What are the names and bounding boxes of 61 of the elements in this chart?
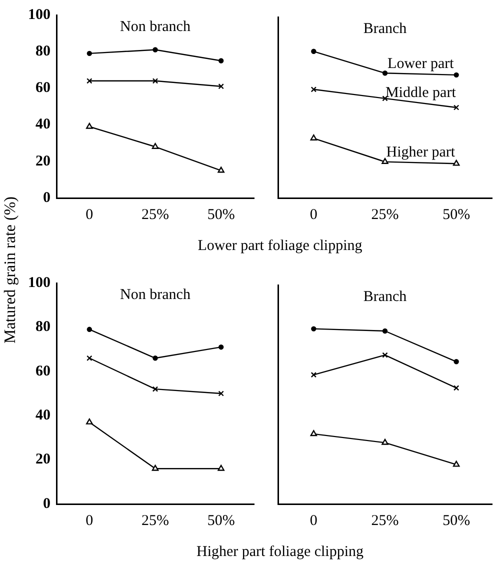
- x-tick-label: 50%: [207, 512, 235, 529]
- y-tick-label: 100: [28, 274, 50, 291]
- x-axis-title: Lower part foliage clipping: [196, 238, 364, 255]
- point: [218, 166, 224, 173]
- point: [86, 50, 92, 56]
- y-tick-label: 20: [36, 153, 50, 170]
- point: [152, 78, 158, 84]
- point: [86, 418, 93, 424]
- x-tick-label: 25%: [142, 512, 169, 529]
- x-tick-label: 0: [310, 512, 318, 529]
- y-tick-label: 0: [43, 190, 50, 206]
- x-axis-title: Higher part foliage clipping: [195, 544, 365, 561]
- chart-title: Branch: [363, 289, 408, 305]
- series-label: Lower part: [388, 56, 455, 72]
- point: [218, 464, 224, 471]
- chart-title: Branch: [363, 21, 408, 37]
- x-tick-label: 25%: [371, 206, 399, 223]
- point: [382, 158, 388, 164]
- point: [452, 460, 460, 467]
- y-tick-label: 40: [36, 116, 50, 133]
- x-tick-label: 25%: [142, 206, 169, 223]
- point: [310, 430, 318, 436]
- x-tick-label: 0: [86, 512, 94, 529]
- chart-title: Non branch: [120, 287, 191, 303]
- point: [452, 160, 460, 166]
- y-tick-label: 20: [36, 452, 50, 468]
- point: [382, 328, 388, 334]
- point: [311, 48, 316, 54]
- point: [152, 47, 158, 52]
- point: [86, 122, 93, 129]
- x-tick-label: 25%: [371, 512, 399, 529]
- series-label: Higher part: [386, 144, 456, 161]
- y-tick-label: 40: [36, 407, 50, 424]
- chart-title: Non branch: [120, 19, 191, 35]
- point: [152, 142, 159, 149]
- x-tick-label: 50%: [207, 206, 235, 223]
- point: [310, 134, 318, 140]
- y-tick-label: 80: [36, 319, 50, 336]
- point: [454, 72, 459, 78]
- point: [152, 464, 159, 471]
- y-tick-label: 0: [43, 496, 50, 512]
- point: [311, 326, 316, 332]
- x-tick-label: 0: [310, 206, 318, 223]
- point: [382, 438, 388, 445]
- point: [152, 386, 158, 392]
- x-tick-label: 0: [86, 206, 94, 223]
- y-tick-label: 80: [36, 43, 50, 60]
- point: [382, 70, 388, 76]
- point: [382, 352, 388, 358]
- series-label: Middle part: [385, 84, 457, 101]
- point: [152, 356, 158, 361]
- x-tick-label: 50%: [442, 512, 470, 529]
- y-tick-label: 100: [28, 6, 50, 23]
- point: [218, 58, 224, 64]
- point: [454, 359, 459, 364]
- x-tick-label: 50%: [442, 206, 470, 223]
- point: [86, 326, 92, 332]
- point: [218, 344, 224, 350]
- y-tick-label: 60: [36, 363, 50, 380]
- y-axis-title: Matured grain rate (%): [2, 196, 20, 344]
- y-tick-label: 60: [36, 80, 50, 96]
